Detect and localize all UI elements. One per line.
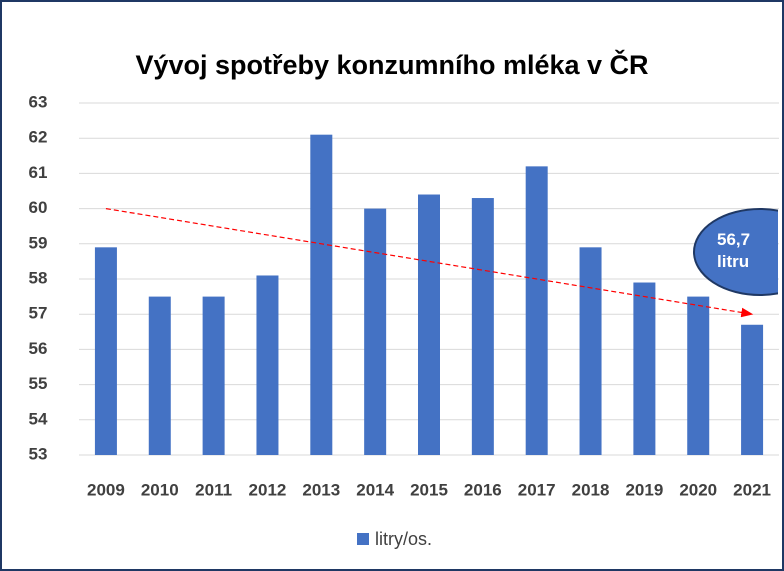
callout-line: 56,7 [717,230,750,249]
bar [579,247,602,455]
bar [148,296,171,455]
bar [687,296,710,455]
y-tick-label: 56 [29,339,48,358]
callout-text: 56,7 litru [717,230,750,271]
x-tick-label: 2017 [518,480,556,499]
bar [94,247,117,455]
trend-arrow [105,208,754,318]
callout-bubble [693,208,778,296]
bar [471,198,494,456]
y-tick-label: 62 [29,128,48,147]
x-tick-label: 2011 [195,480,232,499]
y-tick-label: 54 [29,409,48,428]
y-tick-label: 59 [29,233,48,252]
chart-title: Vývoj spotřeby konzumního mléka v ČR [135,49,648,80]
y-tick-label: 63 [29,92,48,111]
x-tick-label: 2013 [302,480,340,499]
bar [256,275,279,455]
x-tick-label: 2009 [87,480,125,499]
legend-swatch [357,533,369,545]
x-tick-label: 2016 [464,480,502,499]
legend-label: litry/os. [375,529,432,549]
x-tick-label: 2010 [141,480,179,499]
callout-line: litru [717,252,749,271]
x-tick-label: 2021 [733,480,771,499]
x-tick-label: 2020 [679,480,717,499]
bar [310,134,333,455]
y-tick-label: 60 [29,198,48,217]
x-tick-label: 2012 [249,480,287,499]
bar [202,296,225,455]
callout: 56,7 litru [693,208,778,296]
x-tick-label: 2018 [572,480,610,499]
y-tick-label: 57 [29,304,48,323]
bar [364,208,387,455]
y-tick-label: 55 [29,374,48,393]
bar [418,194,440,455]
x-tick-label: 2014 [356,480,394,499]
x-tick-label: 2019 [625,480,663,499]
y-tick-label: 58 [29,268,48,287]
y-tick-label: 53 [29,444,48,463]
bar [525,166,548,456]
bar [741,324,764,455]
x-tick-label: 2015 [410,480,448,499]
y-tick-label: 61 [29,163,48,182]
bar [633,282,656,455]
